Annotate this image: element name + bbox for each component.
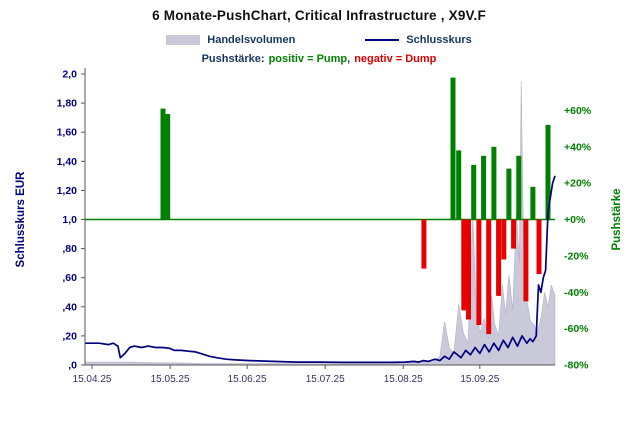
push-legend-separator: , [347, 53, 351, 65]
svg-text:1,20: 1,20 [57, 185, 78, 197]
close-line-swatch-icon [365, 39, 400, 41]
svg-text:15.04.25: 15.04.25 [73, 374, 112, 385]
svg-text:1,40: 1,40 [57, 156, 78, 168]
push-legend-prefix: Pushstärke: [201, 53, 265, 65]
chart-title: 6 Monate-PushChart, Critical Infrastruct… [152, 8, 486, 23]
legend: Handelsvolumen Schlusskurs [0, 34, 638, 46]
dump-label: negativ = Dump [354, 53, 437, 65]
svg-text:,0: ,0 [68, 360, 77, 372]
svg-text:1,60: 1,60 [57, 127, 78, 139]
svg-text:-40%: -40% [564, 287, 589, 299]
pump-label: positiv = Pump [268, 53, 348, 65]
svg-text:-60%: -60% [564, 323, 589, 335]
svg-text:,20: ,20 [62, 330, 77, 342]
volume-swatch-icon [166, 35, 201, 45]
legend-close-label: Schlusskurs [406, 34, 472, 46]
svg-text:-20%: -20% [564, 250, 589, 262]
svg-text:15.08.25: 15.08.25 [384, 374, 423, 385]
svg-text:15.09.25: 15.09.25 [460, 374, 499, 385]
svg-text:,40: ,40 [62, 301, 77, 313]
svg-text:Pushstärke: Pushstärke [611, 188, 623, 250]
svg-text:Schlusskurs EUR: Schlusskurs EUR [15, 171, 27, 268]
legend-volume: Handelsvolumen [166, 34, 295, 46]
svg-text:+20%: +20% [564, 178, 592, 190]
svg-text:+40%: +40% [564, 141, 592, 153]
svg-text:1,80: 1,80 [57, 98, 78, 110]
svg-text:2,0: 2,0 [62, 69, 77, 81]
legend-volume-label: Handelsvolumen [207, 34, 296, 46]
svg-text:+60%: +60% [564, 105, 592, 117]
svg-text:,80: ,80 [62, 243, 77, 255]
push-legend: Pushstärke: positiv = Pump, negativ = Dump [0, 53, 638, 65]
svg-text:,60: ,60 [62, 272, 77, 284]
svg-text:-80%: -80% [564, 360, 589, 372]
svg-text:+0%: +0% [564, 214, 586, 226]
svg-text:15.05.25: 15.05.25 [151, 374, 190, 385]
svg-text:1,0: 1,0 [62, 214, 77, 226]
svg-text:15.07.25: 15.07.25 [306, 374, 345, 385]
legend-close: Schlusskurs [365, 34, 472, 46]
svg-text:15.06.25: 15.06.25 [228, 374, 267, 385]
